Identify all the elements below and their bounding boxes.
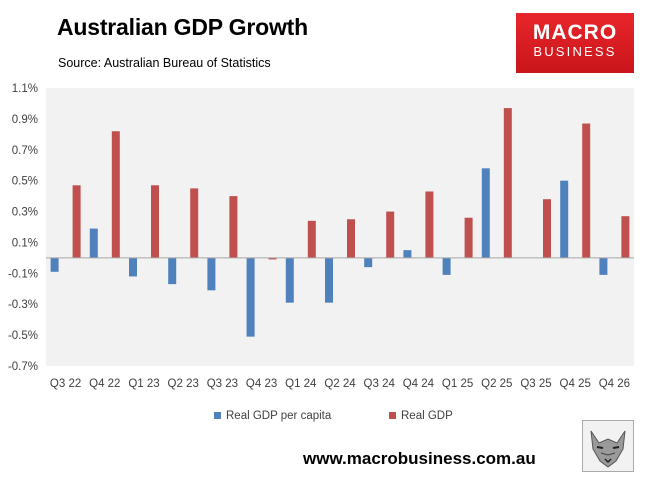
bar-real-gdp <box>386 211 395 258</box>
bar-real-gdp-per-capita <box>207 257 216 291</box>
bar-real-gdp <box>111 131 120 258</box>
y-tick-label: 0.9% <box>12 114 38 126</box>
y-tick-label: 1.1% <box>12 83 38 95</box>
y-axis-ticks: -0.7% -0.5% -0.3% -0.1% 0.1% 0.3% 0.5% 0.7% 0.9%… <box>8 83 38 373</box>
legend-label: Real GDP per capita <box>226 410 332 422</box>
y-tick-label: -0.1% <box>8 268 38 280</box>
bar-real-gdp-per-capita <box>364 257 373 268</box>
bar-real-gdp-per-capita <box>599 257 608 275</box>
bar-real-gdp <box>425 191 434 258</box>
x-tick-label: Q4 23 <box>246 378 277 390</box>
chart-title: Australian GDP Growth <box>57 14 308 40</box>
legend-swatch <box>389 412 396 419</box>
plot-area <box>46 88 634 366</box>
x-axis-ticks: Q3 22 Q4 22 Q1 23 Q2 23 Q3 23 Q4 23 Q1 24 Q2 24… <box>50 378 630 390</box>
bar-real-gdp <box>543 199 551 258</box>
x-tick-label: Q3 23 <box>207 378 238 390</box>
website-url[interactable]: www.macrobusiness.com.au <box>303 449 536 468</box>
bar-real-gdp-per-capita <box>129 257 137 277</box>
wolf-icon <box>582 420 634 472</box>
x-tick-label: Q2 23 <box>168 378 199 390</box>
bar-real-gdp <box>151 185 159 258</box>
legend-swatch <box>214 412 221 419</box>
x-tick-label: Q4 22 <box>89 378 120 390</box>
bar-real-gdp-per-capita <box>168 257 177 285</box>
bar-real-gdp-per-capita <box>442 257 451 275</box>
bar-real-gdp <box>621 216 630 258</box>
y-tick-label: 0.5% <box>12 176 38 188</box>
legend: Real GDP per capita Real GDP <box>214 410 453 422</box>
bar-real-gdp-per-capita <box>481 168 490 258</box>
x-tick-label: Q1 24 <box>285 378 317 390</box>
y-tick-label: 0.1% <box>12 237 38 249</box>
bar-real-gdp-per-capita <box>285 257 294 303</box>
y-tick-label: 0.7% <box>12 145 38 157</box>
chart-subtitle: Source: Australian Bureau of Statistics <box>58 56 271 70</box>
bars <box>50 108 630 337</box>
bar-real-gdp-per-capita <box>246 257 255 337</box>
y-tick-label: -0.5% <box>8 330 38 342</box>
logo-line-2: BUSINESS <box>533 44 617 59</box>
bar-real-gdp <box>464 217 473 258</box>
logo-line-1: MACRO <box>532 21 618 44</box>
bar-real-gdp <box>190 188 199 258</box>
x-tick-label: Q1 25 <box>442 378 473 390</box>
bar-real-gdp-per-capita <box>560 180 569 258</box>
bar-real-gdp-per-capita <box>403 250 412 258</box>
y-tick-label: 0.3% <box>12 207 38 219</box>
bar-real-gdp <box>72 185 81 258</box>
x-tick-label: Q4 24 <box>403 378 435 390</box>
x-tick-label: Q4 26 <box>599 378 630 390</box>
bar-real-gdp <box>503 108 512 258</box>
x-tick-label: Q3 22 <box>50 378 81 390</box>
x-tick-label: Q2 25 <box>481 378 512 390</box>
y-tick-label: -0.7% <box>8 361 38 373</box>
bar-real-gdp-per-capita <box>325 257 333 303</box>
x-tick-label: Q3 25 <box>520 378 551 390</box>
x-tick-label: Q1 23 <box>128 378 159 390</box>
bar-real-gdp-per-capita <box>89 228 98 258</box>
x-tick-label: Q4 25 <box>560 378 591 390</box>
bar-real-gdp-per-capita <box>50 257 59 272</box>
y-tick-label: -0.3% <box>8 299 38 311</box>
bar-real-gdp <box>347 219 355 258</box>
macro-business-logo: MACRO BUSINESS <box>516 13 634 73</box>
bar-real-gdp <box>229 196 238 258</box>
x-tick-label: Q3 24 <box>364 378 396 390</box>
bar-real-gdp <box>268 257 277 260</box>
legend-label: Real GDP <box>401 410 453 422</box>
x-tick-label: Q2 24 <box>324 378 356 390</box>
bar-real-gdp <box>582 123 591 258</box>
bar-real-gdp <box>307 220 316 258</box>
